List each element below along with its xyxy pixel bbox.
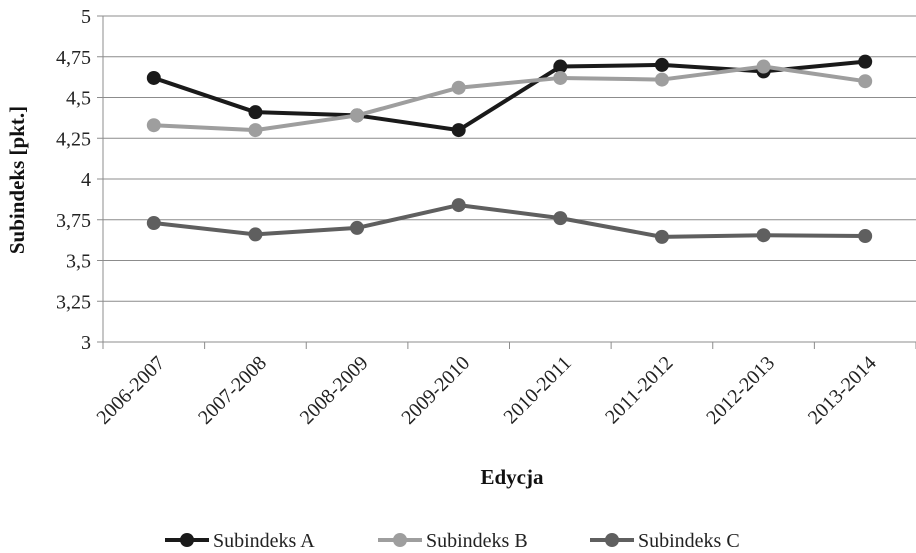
data-point [553,211,568,226]
data-point [858,229,873,244]
data-point [654,57,669,72]
legend-label: Subindeks C [638,530,740,552]
legend-item: Subindeks C [590,530,740,552]
legend-marker [180,533,194,547]
y-axis-title: Subindeks [pkt.] [5,106,29,254]
series-group [146,54,873,244]
data-point [756,59,771,74]
data-point [248,227,263,242]
legend-marker [393,533,407,547]
x-tick-label: 2013-2014 [804,352,881,429]
data-point [858,74,873,89]
y-tick-label: 5 [81,6,91,28]
legend-marker [605,533,619,547]
x-tick-label: 2012-2013 [702,352,779,429]
x-tick-label: 2008-2009 [296,352,373,429]
series-line [153,64,866,133]
y-tick-label: 3,25 [56,291,91,313]
y-tick-label: 4,75 [56,47,91,69]
x-tick-label: 2011-2012 [601,352,677,428]
data-point [858,54,873,69]
y-tick-labels: 3 3,25 3,5 3,75 4 4,25 4,5 4,75 5 [56,6,91,354]
data-point [553,70,568,85]
data-point [248,123,263,138]
legend-label: Subindeks B [426,530,528,552]
data-point [248,105,263,120]
y-tick-label: 3,75 [56,210,91,232]
legend-label: Subindeks A [213,530,315,552]
series-line [153,203,866,239]
legend-item: Subindeks A [165,530,315,552]
y-tick-label: 3,5 [66,251,91,273]
data-point [654,72,669,87]
x-tick-label: 2006-2007 [93,352,170,429]
data-point [451,80,466,95]
data-point [146,118,161,133]
data-point [451,198,466,213]
series-b [146,59,873,138]
data-point [756,228,771,243]
x-tick-labels: 2006-2007 2007-2008 2008-2009 2009-2010 2010… [93,352,881,429]
data-point [350,220,365,235]
legend-item: Subindeks B [378,530,528,552]
axes [97,15,916,349]
x-tick-label: 2007-2008 [194,352,271,429]
y-tick-label: 4,5 [66,88,91,110]
grid-lines [103,15,916,343]
data-point [146,70,161,85]
data-point [451,123,466,138]
legend: Subindeks A Subindeks B Subindeks C [165,530,740,552]
y-tick-label: 4 [81,169,91,191]
series-c [146,198,873,244]
data-point [654,229,669,244]
x-tick-label: 2010-2011 [500,352,576,428]
y-tick-label: 4,25 [56,128,91,150]
data-point [146,216,161,231]
y-tick-label: 3 [81,332,91,354]
x-axis-title: Edycja [481,465,545,489]
x-tick-label: 2009-2010 [397,352,474,429]
data-point [553,59,568,74]
data-point [350,108,365,123]
